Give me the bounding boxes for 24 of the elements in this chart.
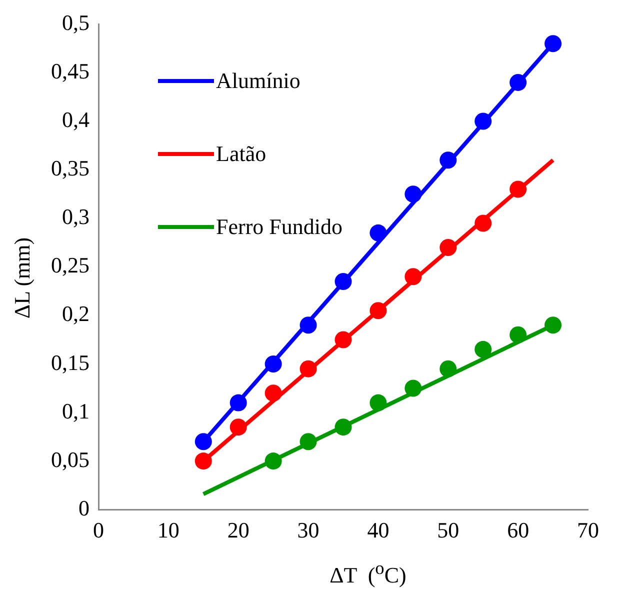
x-axis-title: ΔT ($^{o}$C) <box>328 558 408 588</box>
legend-label: Alumínio <box>216 68 300 94</box>
x-tick-label: 10 <box>157 518 180 543</box>
y-tick-label: 0 <box>78 495 90 520</box>
y-tick-label: 0,2 <box>62 301 90 326</box>
x-tick-label: 40 <box>367 518 390 543</box>
y-tick-label: 0,35 <box>51 156 90 181</box>
y-tick-label: 0,05 <box>51 446 90 472</box>
legend-label: Ferro Fundido <box>216 214 342 240</box>
y-tick-label: 0,45 <box>51 58 90 84</box>
point <box>474 340 492 358</box>
x-tick-label: 60 <box>507 518 530 543</box>
x-tick-label: 70 <box>577 518 599 543</box>
y-tick-label: 0,5 <box>62 10 90 35</box>
y-tick-label: 0,15 <box>51 350 90 375</box>
y-tick-label: 0,25 <box>51 252 90 278</box>
y-tick-label: 0,4 <box>62 107 90 132</box>
y-tick-label: 0,3 <box>62 204 90 230</box>
x-tick-label: 50 <box>437 518 460 543</box>
x-tick-label: 20 <box>227 518 250 543</box>
y-tick-label: 0,1 <box>62 398 90 424</box>
y-axis-title: ΔL (mm) <box>10 237 36 319</box>
legend-label: Latão <box>216 141 266 167</box>
x-tick-label: 30 <box>297 518 320 543</box>
